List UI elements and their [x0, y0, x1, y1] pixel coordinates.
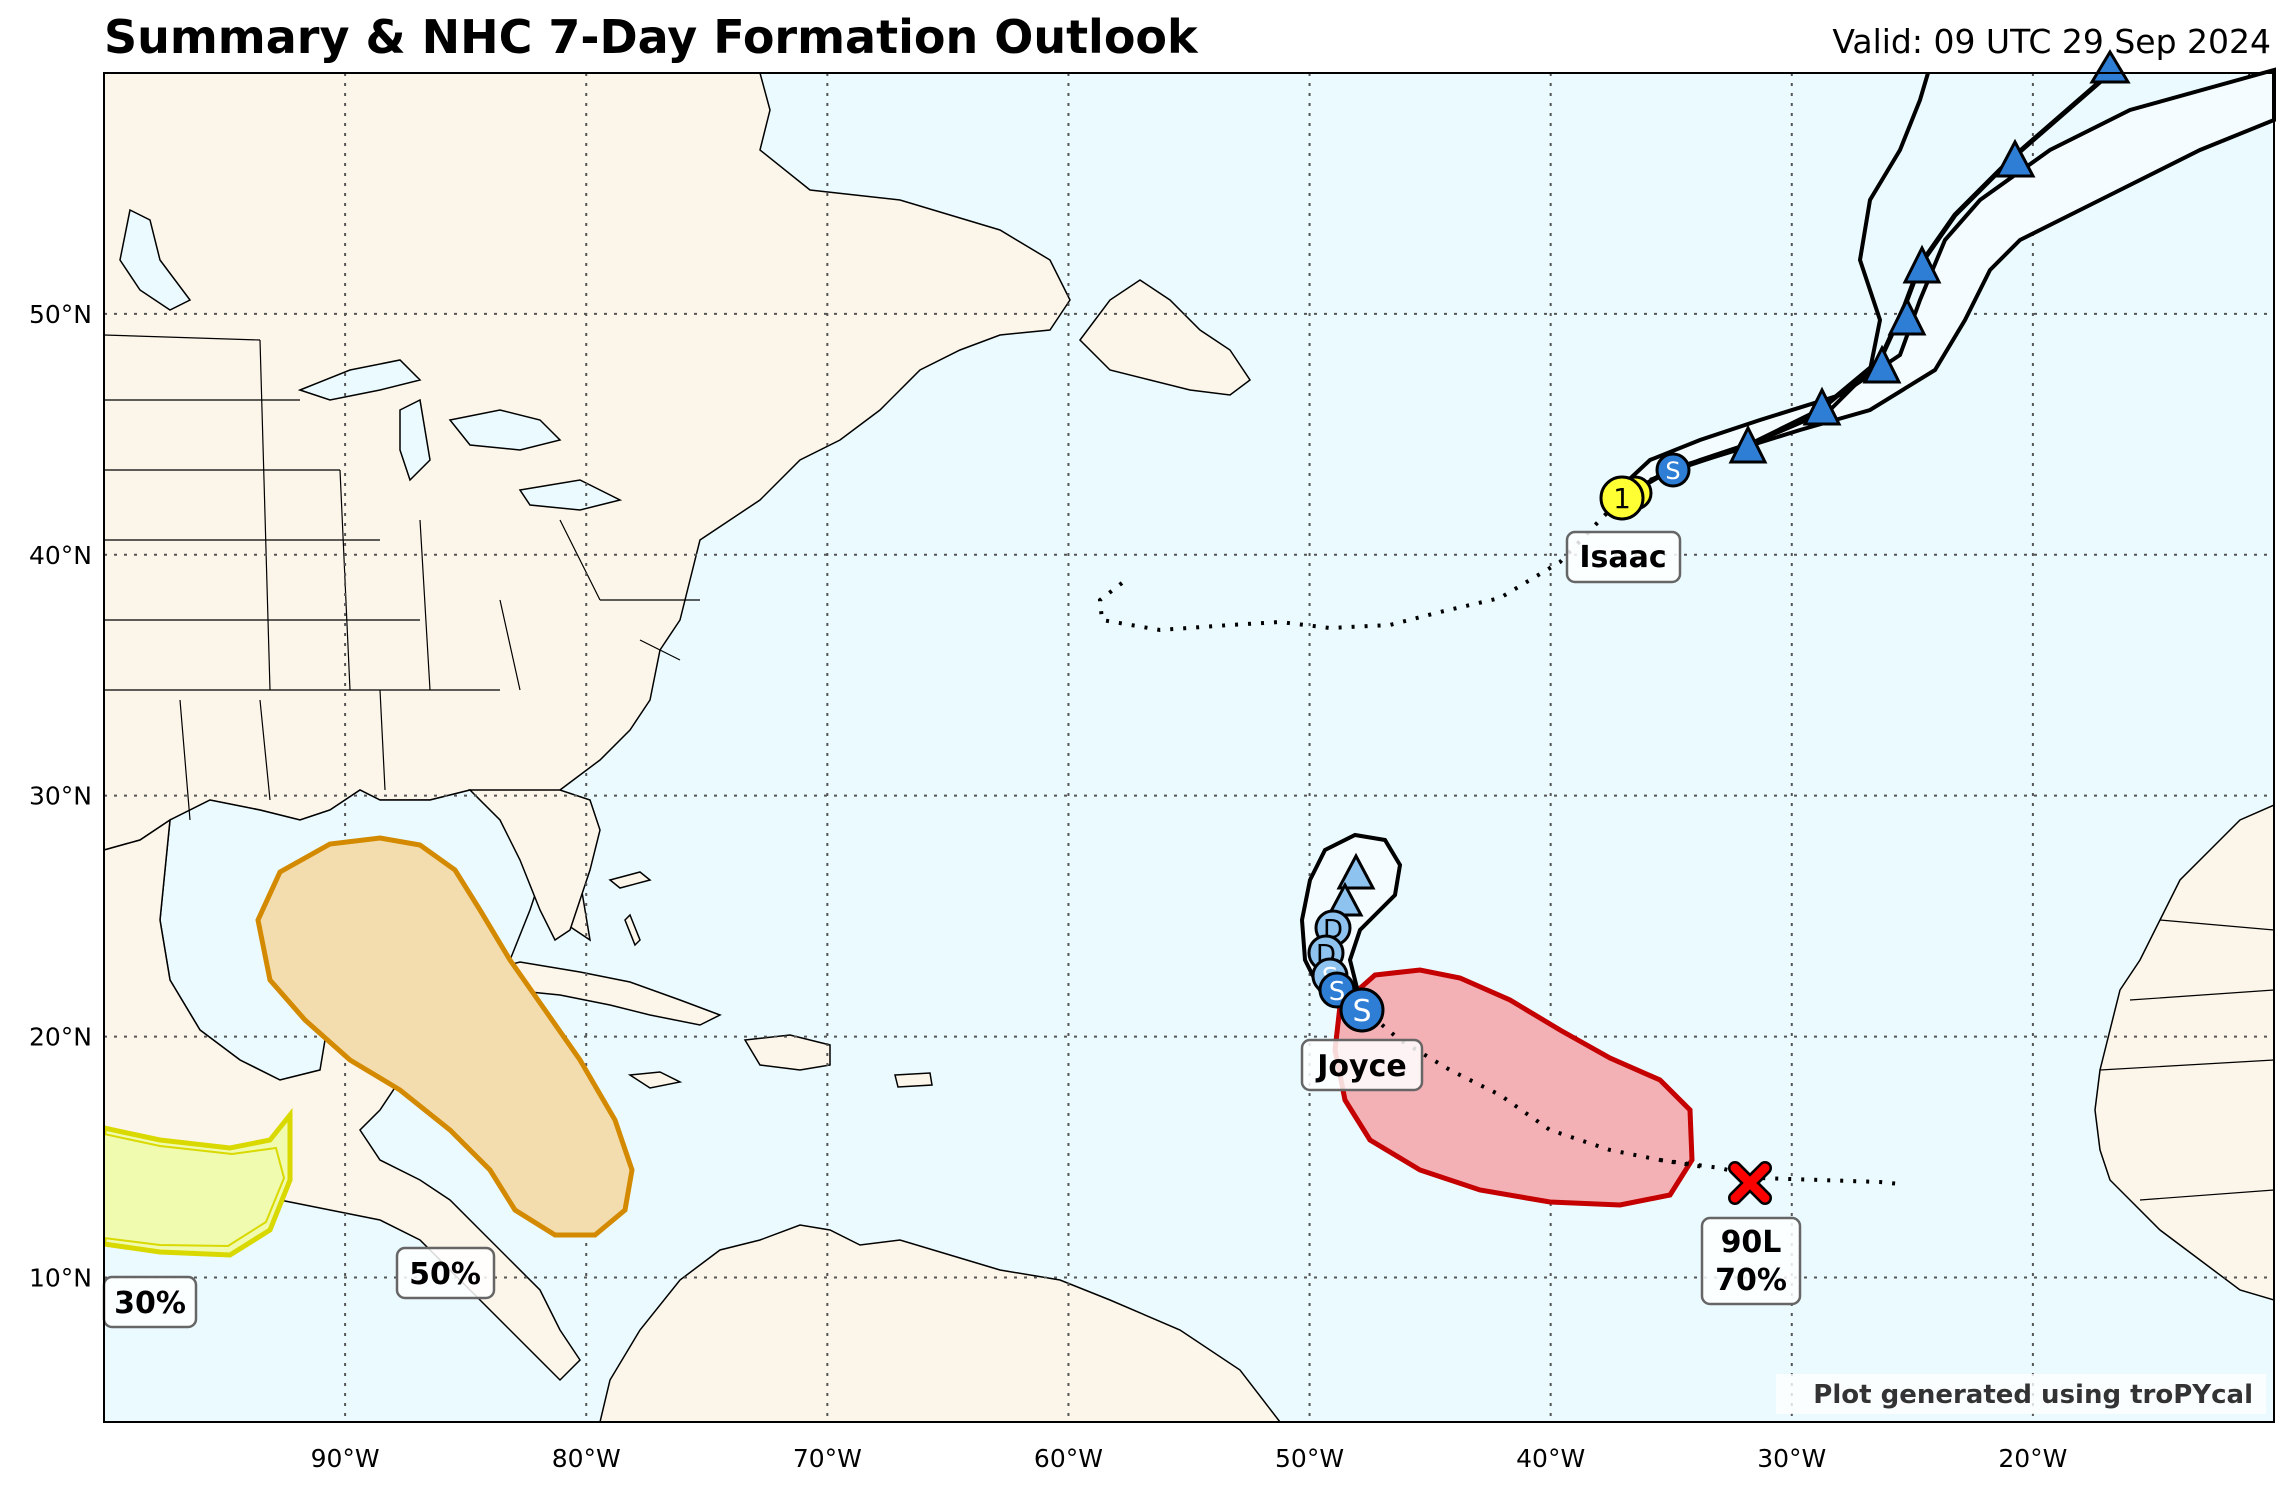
area-50-label: 50% — [409, 1257, 481, 1292]
isaac-forecast-triangle[interactable] — [2089, 49, 2131, 84]
longitude-tick-label: 30°W — [1757, 1444, 1826, 1473]
invest-90l-x-marker[interactable] — [1728, 1161, 1772, 1205]
outlook-areas — [104, 835, 1695, 1258]
isaac-forecast-triangle[interactable] — [1994, 138, 2036, 178]
longitude-tick-label: 50°W — [1275, 1444, 1344, 1473]
invest-90l-label-box — [1700, 1216, 1802, 1306]
joyce-current-point[interactable] — [1339, 987, 1385, 1033]
great-lakes — [297, 359, 623, 511]
bahamas — [608, 871, 652, 947]
valid-time: Valid: 09 UTC 29 Sep 2024 — [1832, 22, 2271, 61]
isaac-label-box — [1565, 530, 1682, 584]
longitude-tick-label: 90°W — [311, 1444, 380, 1473]
hispaniola — [743, 1034, 831, 1071]
tick-labels: 90°W 80°W 70°W 60°W 50°W 40°W 30°W 20°W 10°N 20°N… — [29, 300, 2067, 1473]
invest-90l-track — [1659, 1158, 1901, 1186]
isaac-marker-label: 1 — [1613, 482, 1631, 515]
hudson-bay — [119, 208, 192, 311]
storm-markers: S 1 D D S S S — [1307, 49, 2131, 1205]
puerto-rico — [894, 1072, 933, 1088]
mexico-central-america — [104, 818, 581, 1382]
outlook-area-50 — [255, 835, 635, 1238]
map-title: Summary & NHC 7-Day Formation Outlook — [104, 10, 1198, 64]
isaac-forecast-triangle[interactable] — [1902, 244, 1942, 284]
latitude-tick-label: 10°N — [29, 1263, 92, 1292]
joyce-s-label: S — [1329, 977, 1346, 1007]
longitude-tick-label: 40°W — [1516, 1444, 1585, 1473]
outlook-area-30-inner — [104, 1132, 286, 1248]
isaac-forecast-triangle[interactable] — [1728, 424, 1768, 464]
latitude-tick-label: 40°N — [29, 541, 92, 570]
joyce-label: Joyce — [1315, 1049, 1406, 1084]
longitude-tick-label: 20°W — [1998, 1444, 2067, 1473]
map-labels: Isaac Joyce 30% 50% 90L 70% Plot generat… — [102, 530, 2266, 1414]
latitude-tick-label: 30°N — [29, 782, 92, 811]
invest-90l-probability: 70% — [1715, 1263, 1787, 1298]
isaac-current-point[interactable] — [1599, 475, 1645, 521]
joyce-current-label: S — [1352, 994, 1371, 1029]
map-frame — [103, 72, 2275, 1423]
isaac-forecast-triangle[interactable] — [1862, 344, 1902, 384]
isaac-past-track — [1097, 493, 1627, 633]
outlook-area-70 — [1332, 967, 1695, 1208]
credit-text: Plot generated using troPYcal — [1813, 1380, 2253, 1410]
isaac-s-point[interactable] — [1655, 452, 1691, 488]
florida — [468, 789, 601, 942]
invest-90l-id: 90L — [1721, 1225, 1782, 1260]
cuba — [467, 961, 722, 1026]
interior-borders — [104, 334, 2274, 1201]
africa — [2094, 804, 2274, 1301]
longitude-tick-label: 70°W — [793, 1444, 862, 1473]
joyce-label-box — [1300, 1038, 1424, 1092]
latitude-tick-label: 50°N — [29, 300, 92, 329]
credit-box — [1776, 1374, 2266, 1414]
isaac-label: Isaac — [1579, 540, 1666, 575]
longitude-tick-label: 60°W — [1034, 1444, 1103, 1473]
latitude-tick-label: 20°N — [29, 1023, 92, 1052]
isaac-forecast-triangle[interactable] — [1802, 386, 1842, 426]
longitude-tick-label: 80°W — [552, 1444, 621, 1473]
area-50-label-box — [395, 1246, 496, 1300]
area-30-label: 30% — [114, 1286, 186, 1321]
isaac-forecast-triangle[interactable] — [1887, 296, 1927, 336]
jamaica — [627, 1071, 683, 1089]
newfoundland — [1079, 279, 1252, 396]
south-america — [599, 1224, 1281, 1422]
isaac-s-label: S — [1665, 457, 1680, 485]
joyce-forecast-triangle[interactable] — [1336, 852, 1376, 890]
